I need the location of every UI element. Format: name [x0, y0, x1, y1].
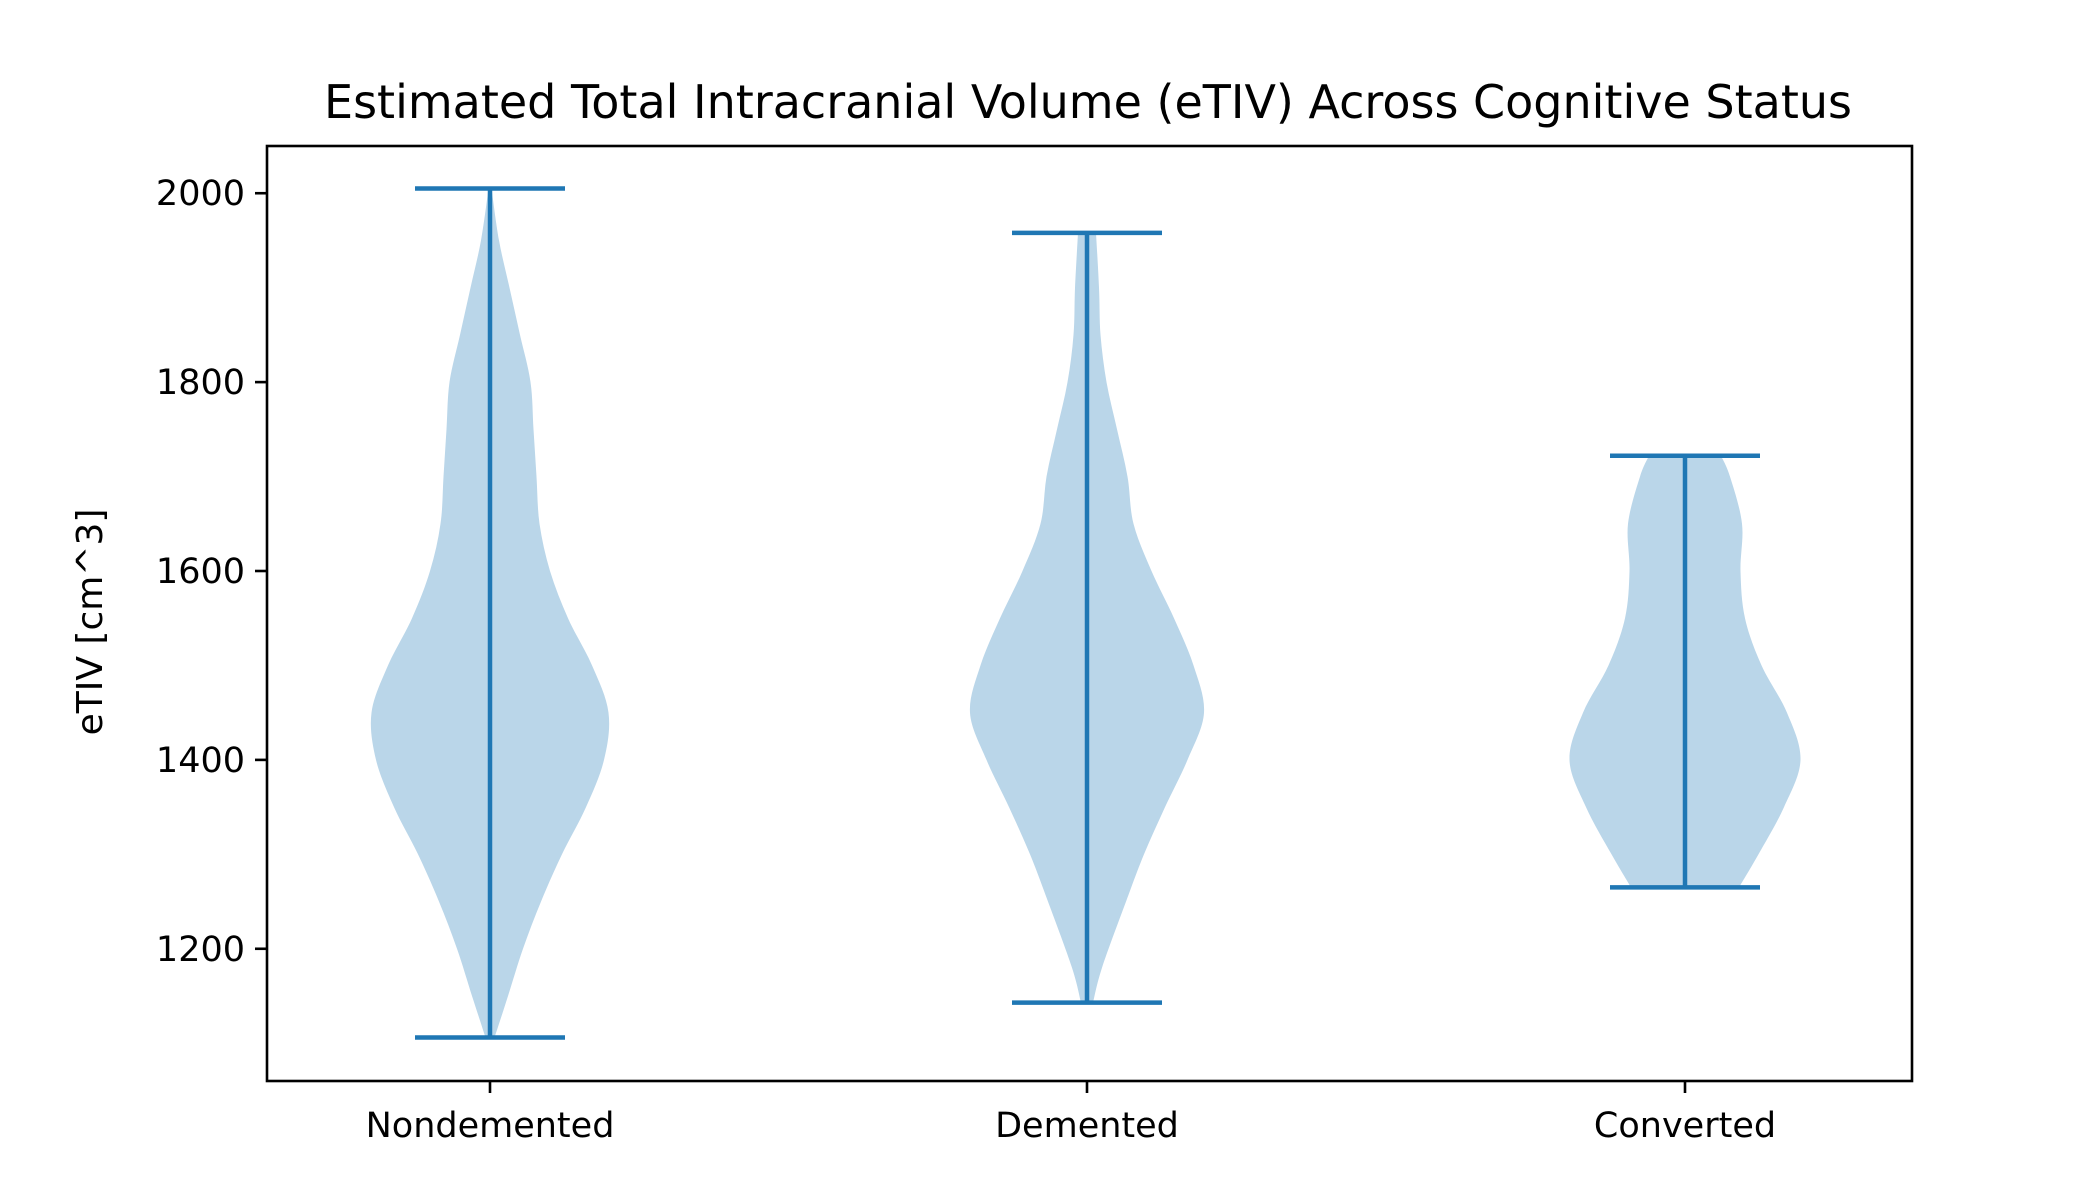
chart-title: Estimated Total Intracranial Volume (eTI…: [324, 75, 1852, 129]
y-tick-label: 2000: [156, 174, 245, 214]
x-tick-label: Demented: [995, 1106, 1179, 1146]
x-tick-label: Nondemented: [366, 1106, 615, 1146]
y-tick-label: 1400: [156, 741, 245, 781]
y-tick-label: 1200: [156, 930, 245, 970]
y-tick-label: 1600: [156, 552, 245, 592]
y-axis-label: eTIV [cm^3]: [70, 509, 111, 736]
x-tick-label: Converted: [1594, 1106, 1776, 1146]
y-tick-label: 1800: [156, 363, 245, 403]
plot-frame: [265, 144, 1914, 1083]
y-axis: 1200 1400 1600 1800 2000: [156, 174, 267, 970]
x-axis: Nondemented Demented Converted: [366, 1081, 1776, 1146]
violin-lines: [415, 186, 1760, 1040]
